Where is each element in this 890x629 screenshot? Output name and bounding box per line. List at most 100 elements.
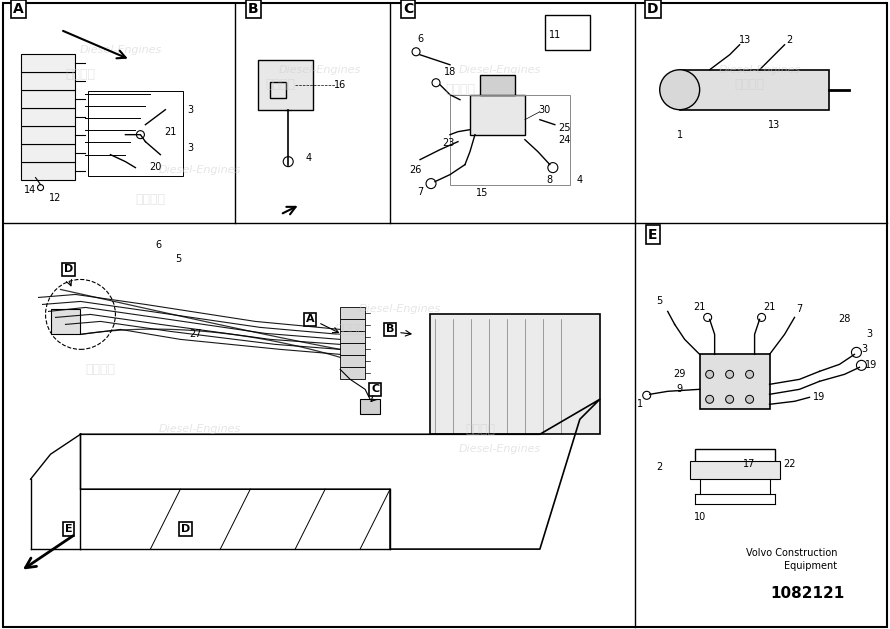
Text: B: B	[386, 325, 394, 335]
Circle shape	[725, 370, 733, 378]
Text: 1: 1	[636, 399, 643, 409]
Text: 柴发动力: 柴发动力	[465, 423, 495, 436]
Text: 22: 22	[783, 459, 796, 469]
Text: 10: 10	[693, 512, 706, 522]
Bar	[545, 15, 590, 50]
Bar	[20, 108, 76, 126]
Bar	[340, 331, 365, 343]
Text: D: D	[647, 2, 659, 16]
Text: 19: 19	[865, 360, 878, 370]
Circle shape	[746, 370, 754, 378]
Text: 6: 6	[417, 34, 423, 44]
Text: 25: 25	[559, 123, 571, 133]
Bar	[340, 367, 365, 379]
Text: 7: 7	[417, 187, 423, 197]
Text: 16: 16	[334, 80, 346, 90]
Text: 17: 17	[743, 459, 756, 469]
Bar	[340, 308, 365, 320]
Text: C: C	[371, 384, 379, 394]
Text: 1: 1	[676, 130, 683, 140]
Text: 29: 29	[674, 369, 686, 379]
Text: 21: 21	[164, 126, 176, 136]
Text: Diesel-Engines: Diesel-Engines	[159, 425, 241, 434]
Text: Diesel-Engines: Diesel-Engines	[279, 65, 361, 75]
Text: 23: 23	[441, 138, 454, 148]
Bar	[470, 95, 525, 135]
Bar	[20, 53, 76, 72]
Bar	[480, 75, 515, 95]
Text: 21: 21	[693, 303, 706, 313]
Bar	[360, 399, 380, 415]
Text: 3: 3	[862, 344, 868, 354]
Text: 柴发动力: 柴发动力	[336, 323, 365, 336]
Text: 30: 30	[538, 104, 551, 114]
Text: 3: 3	[866, 330, 872, 340]
Text: 11: 11	[549, 30, 561, 40]
Text: D: D	[64, 264, 73, 274]
Text: Diesel-Engines: Diesel-Engines	[459, 65, 541, 75]
Bar	[20, 143, 76, 162]
Text: Diesel-Engines: Diesel-Engines	[359, 304, 441, 314]
Text: 柴发动力: 柴发动力	[66, 68, 95, 81]
Bar	[271, 82, 287, 97]
Text: 2: 2	[787, 35, 793, 45]
Circle shape	[746, 395, 754, 403]
Text: 24: 24	[559, 135, 571, 145]
Text: 3: 3	[187, 143, 193, 153]
Text: Volvo Construction
Equipment: Volvo Construction Equipment	[746, 548, 837, 571]
Text: C: C	[403, 2, 413, 16]
Bar	[340, 343, 365, 355]
Bar	[258, 60, 313, 109]
Circle shape	[659, 70, 700, 109]
Bar	[20, 72, 76, 90]
Bar	[340, 355, 365, 367]
Bar	[430, 314, 600, 434]
Bar	[695, 449, 774, 464]
Text: 26: 26	[409, 165, 421, 175]
Text: 8: 8	[546, 175, 553, 184]
Text: Diesel-Engines: Diesel-Engines	[79, 45, 162, 55]
Text: 13: 13	[768, 120, 781, 130]
Text: 9: 9	[676, 384, 683, 394]
Circle shape	[706, 370, 714, 378]
Text: 12: 12	[49, 192, 61, 203]
Text: E: E	[648, 228, 658, 242]
Text: 柴发动力: 柴发动力	[265, 78, 295, 91]
Text: Diesel-Engines: Diesel-Engines	[459, 444, 541, 454]
Bar	[700, 354, 770, 409]
Text: Diesel-Engines: Diesel-Engines	[718, 65, 801, 75]
Circle shape	[725, 395, 733, 403]
Text: 28: 28	[838, 314, 851, 325]
Text: 19: 19	[813, 392, 826, 403]
Text: A: A	[13, 2, 24, 16]
Text: A: A	[306, 314, 314, 325]
Text: B: B	[248, 2, 259, 16]
Text: 7: 7	[797, 304, 803, 314]
Bar	[680, 70, 829, 109]
Text: 4: 4	[577, 175, 583, 184]
Text: 6: 6	[156, 240, 161, 250]
Text: 27: 27	[189, 330, 201, 340]
Bar	[340, 320, 365, 331]
Text: 柴发动力: 柴发动力	[135, 193, 166, 206]
Bar	[690, 461, 780, 479]
Bar	[450, 95, 570, 184]
Text: 柴发动力: 柴发动力	[734, 78, 765, 91]
Text: 3: 3	[187, 104, 193, 114]
Text: 4: 4	[305, 153, 312, 163]
Text: 2: 2	[657, 462, 663, 472]
Text: 13: 13	[739, 35, 751, 45]
Text: 20: 20	[150, 162, 162, 172]
Text: D: D	[181, 524, 190, 534]
Text: Diesel-Engines: Diesel-Engines	[159, 165, 241, 175]
Bar	[88, 91, 183, 175]
Text: 18: 18	[444, 67, 456, 77]
Bar	[20, 90, 76, 108]
Bar	[20, 126, 76, 143]
Text: 5: 5	[657, 296, 663, 306]
Bar	[51, 309, 80, 335]
Text: 5: 5	[175, 255, 182, 264]
Circle shape	[706, 395, 714, 403]
Text: 柴发动力: 柴发动力	[85, 363, 116, 376]
Text: 15: 15	[476, 187, 488, 198]
